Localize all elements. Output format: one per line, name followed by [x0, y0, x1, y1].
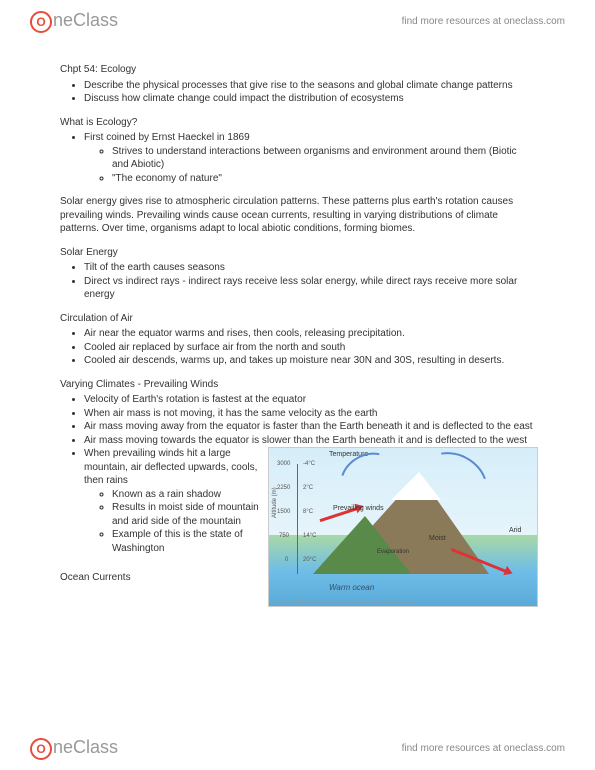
section-heading: Solar Energy [60, 246, 535, 260]
list-item: Known as a rain shadow [112, 488, 260, 502]
diagram-label: Evaporation [377, 548, 409, 556]
list-item: Strives to understand interactions betwe… [112, 145, 535, 172]
y-tick: 1500 [277, 508, 290, 516]
t-tick: -4°C [303, 460, 315, 468]
header-tagline[interactable]: find more resources at oneclass.com [402, 16, 565, 27]
t-tick: 2°C [303, 484, 313, 492]
mountain-vegetation [313, 516, 411, 574]
var-list: Velocity of Earth's rotation is fastest … [60, 393, 535, 447]
document-body: Chpt 54: Ecology Describe the physical p… [0, 43, 595, 617]
section-heading: Circulation of Air [60, 312, 535, 326]
ocean-label: Warm ocean [329, 583, 374, 594]
list-item: Air mass moving away from the equator is… [84, 420, 535, 434]
list-item: Air mass moving towards the equator is s… [84, 434, 535, 448]
intro-list: Describe the physical processes that giv… [60, 79, 535, 106]
list-item: Describe the physical processes that giv… [84, 79, 535, 93]
brand-logo[interactable]: OneClass [30, 10, 118, 33]
y-tick: 0 [285, 556, 288, 564]
list-item: Velocity of Earth's rotation is fastest … [84, 393, 535, 407]
diagram-label: Moist [429, 534, 446, 543]
list-item: Results in moist side of mountain and ar… [112, 501, 260, 528]
list-item: Cooled air replaced by surface air from … [84, 341, 535, 355]
t-tick: 8°C [303, 508, 313, 516]
what-list: First coined by Ernst Haeckel in 1869 St… [60, 131, 535, 185]
brand-text: neClass [53, 10, 118, 31]
solar-list: Tilt of the earth causes seasons Direct … [60, 261, 535, 302]
y-tick: 2250 [277, 484, 290, 492]
list-item: Tilt of the earth causes seasons [84, 261, 535, 275]
y-tick: 750 [279, 532, 289, 540]
list-item: When prevailing winds hit a large mounta… [84, 447, 260, 555]
rain-shadow-diagram: Altitude (m) Temperature 3000 -4°C 2250 … [268, 447, 538, 607]
y-axis-line [297, 464, 298, 574]
list-item: First coined by Ernst Haeckel in 1869 St… [84, 131, 535, 185]
list-item: Cooled air descends, warms up, and takes… [84, 354, 535, 368]
var-list-cont: When prevailing winds hit a large mounta… [60, 447, 260, 555]
logo-circle-icon: O [30, 738, 52, 760]
diagram-label: Prevailing winds [333, 504, 384, 513]
list-item: Direct vs indirect rays - indirect rays … [84, 275, 535, 302]
paragraph: Solar energy gives rise to atmospheric c… [60, 195, 535, 236]
y-tick: 3000 [277, 460, 290, 468]
diagram-label: Arid [509, 526, 521, 535]
list-item: "The economy of nature" [112, 172, 535, 186]
list-item: Example of this is the state of Washingt… [112, 528, 260, 555]
list-item: When air mass is not moving, it has the … [84, 407, 535, 421]
page-title: Chpt 54: Ecology [60, 63, 535, 77]
diagram-copyright: Copyright © 2005 Pearson Education, Inc.… [275, 599, 413, 604]
brand-text: neClass [53, 737, 118, 758]
logo-circle-icon: O [30, 11, 52, 33]
section-heading: Varying Climates - Prevailing Winds [60, 378, 535, 392]
footer: OneClass find more resources at oneclass… [0, 727, 595, 770]
list-item: Air near the equator warms and rises, th… [84, 327, 535, 341]
circ-list: Air near the equator warms and rises, th… [60, 327, 535, 368]
section-heading: Ocean Currents [60, 571, 260, 585]
header: OneClass find more resources at oneclass… [0, 0, 595, 43]
list-item: Discuss how climate change could impact … [84, 92, 535, 106]
brand-logo[interactable]: OneClass [30, 737, 118, 760]
footer-tagline[interactable]: find more resources at oneclass.com [402, 743, 565, 754]
section-heading: What is Ecology? [60, 116, 535, 130]
